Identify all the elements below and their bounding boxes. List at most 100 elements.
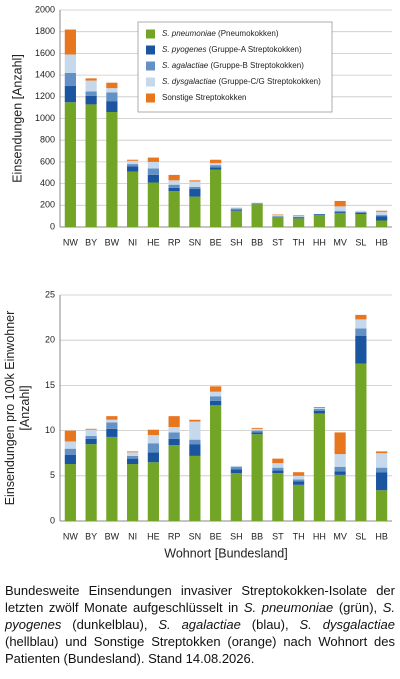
x-tick-label: HE [147, 531, 160, 541]
bar-segment [313, 410, 325, 414]
bar-segment [376, 220, 388, 227]
bar-segment [293, 479, 305, 482]
bar-segment [251, 204, 263, 227]
x-axis-label: Wohnort [Bundesland] [164, 546, 287, 560]
bar-segment [355, 210, 367, 212]
x-tick-label: ST [272, 237, 284, 247]
bar-segment [64, 441, 76, 449]
legend-swatch [146, 61, 155, 71]
bar-segment [127, 464, 139, 521]
bar-segment [313, 215, 325, 227]
bar-segment [106, 416, 118, 420]
bar-segment [147, 452, 159, 463]
bar-segment [64, 102, 76, 227]
y-tick-label: 200 [40, 200, 55, 210]
x-tick-label: MV [333, 531, 347, 541]
bar-segment [189, 186, 201, 190]
legend-label: S. agalactiae (Gruppe-B Streptokokken) [162, 61, 304, 70]
bar-segment [251, 434, 263, 521]
bar-segment [210, 165, 222, 168]
bar-segment [376, 216, 388, 221]
bar-segment [106, 422, 118, 429]
bar-segment [189, 439, 201, 445]
bar-segment [189, 419, 201, 422]
bar-segment [210, 386, 222, 392]
bar-segment [127, 452, 139, 456]
bar-segment [313, 408, 325, 409]
bar-segment [355, 328, 367, 336]
bar-segment [230, 209, 242, 211]
legend-label: S. dysgalactiae (Gruppe-C/G Streptokokke… [162, 77, 321, 86]
bar-segment [210, 162, 222, 166]
bar-segment [313, 407, 325, 408]
bar-segment [147, 168, 159, 175]
bar-segment [210, 159, 222, 163]
bar-segment [334, 432, 346, 455]
bar-segment [313, 214, 325, 216]
y-tick-label: 400 [40, 178, 55, 188]
bar-segment [313, 408, 325, 411]
x-tick-label: HE [147, 237, 160, 247]
legend-swatch [146, 29, 155, 39]
caption-text: (dunkelblau), [61, 617, 159, 632]
x-tick-label: SN [189, 237, 202, 247]
y-tick-label: 20 [45, 335, 55, 345]
bar-segment [334, 454, 346, 467]
legend-label: S. pyogenes (Gruppe-A Streptokokken) [162, 45, 302, 54]
bar-segment [376, 453, 388, 468]
bar-segment [127, 458, 139, 465]
y-tick-label: 0 [50, 221, 55, 231]
x-tick-label: TH [293, 531, 305, 541]
x-tick-label: TH [293, 237, 305, 247]
y-tick-label: 600 [40, 156, 55, 166]
bar-segment [272, 216, 284, 217]
bar-segment [355, 363, 367, 521]
bar-segment [106, 428, 118, 437]
x-tick-label: RP [168, 237, 181, 247]
x-tick-label: HB [375, 531, 388, 541]
bar-segment [168, 191, 180, 227]
bar-segment [272, 473, 284, 521]
bar-segment [272, 470, 284, 474]
y-tick-label: 1000 [35, 113, 55, 123]
bar-segment [168, 432, 180, 439]
y-tick-label: 1400 [35, 69, 55, 79]
bar-segment [251, 430, 263, 433]
bar-segment [230, 466, 242, 470]
bar-segment [85, 438, 97, 445]
bar-segment [64, 54, 76, 73]
x-tick-label: SL [355, 531, 366, 541]
bar-segment [355, 212, 367, 214]
x-tick-label: RP [168, 531, 181, 541]
y-axis-label: [Anzahl] [18, 385, 32, 430]
bar-segment [251, 427, 263, 429]
bar-segment [168, 174, 180, 181]
bar-segment [189, 196, 201, 227]
bar-segment [210, 405, 222, 521]
bar-segment [334, 471, 346, 475]
bar-segment [210, 400, 222, 406]
bar-segment [272, 214, 284, 216]
bar-segment [127, 160, 139, 165]
bar-segment [210, 169, 222, 227]
x-tick-label: NW [63, 531, 78, 541]
bar-segment [230, 207, 242, 209]
bar-segment [106, 101, 118, 112]
bar-segment [251, 428, 263, 431]
bar-segment [376, 467, 388, 473]
x-tick-label: BW [105, 531, 120, 541]
legend-swatch [146, 77, 155, 87]
bar-segment [85, 428, 97, 430]
y-axis-label: Einsendungen pro 100k Einwohner [3, 311, 17, 506]
bar-segment [189, 180, 201, 182]
bar-segment [376, 211, 388, 216]
bar-segment [168, 187, 180, 192]
bar-segment [230, 473, 242, 521]
bar-segment [334, 200, 346, 207]
bar-segment [334, 474, 346, 521]
y-tick-label: 1200 [35, 91, 55, 101]
y-axis-label: Einsendungen [Anzahl] [10, 54, 24, 183]
bar-segment [334, 206, 346, 211]
y-tick-label: 15 [45, 380, 55, 390]
caption: Bundesweite Einsendungen invasiver Strep… [5, 582, 395, 667]
